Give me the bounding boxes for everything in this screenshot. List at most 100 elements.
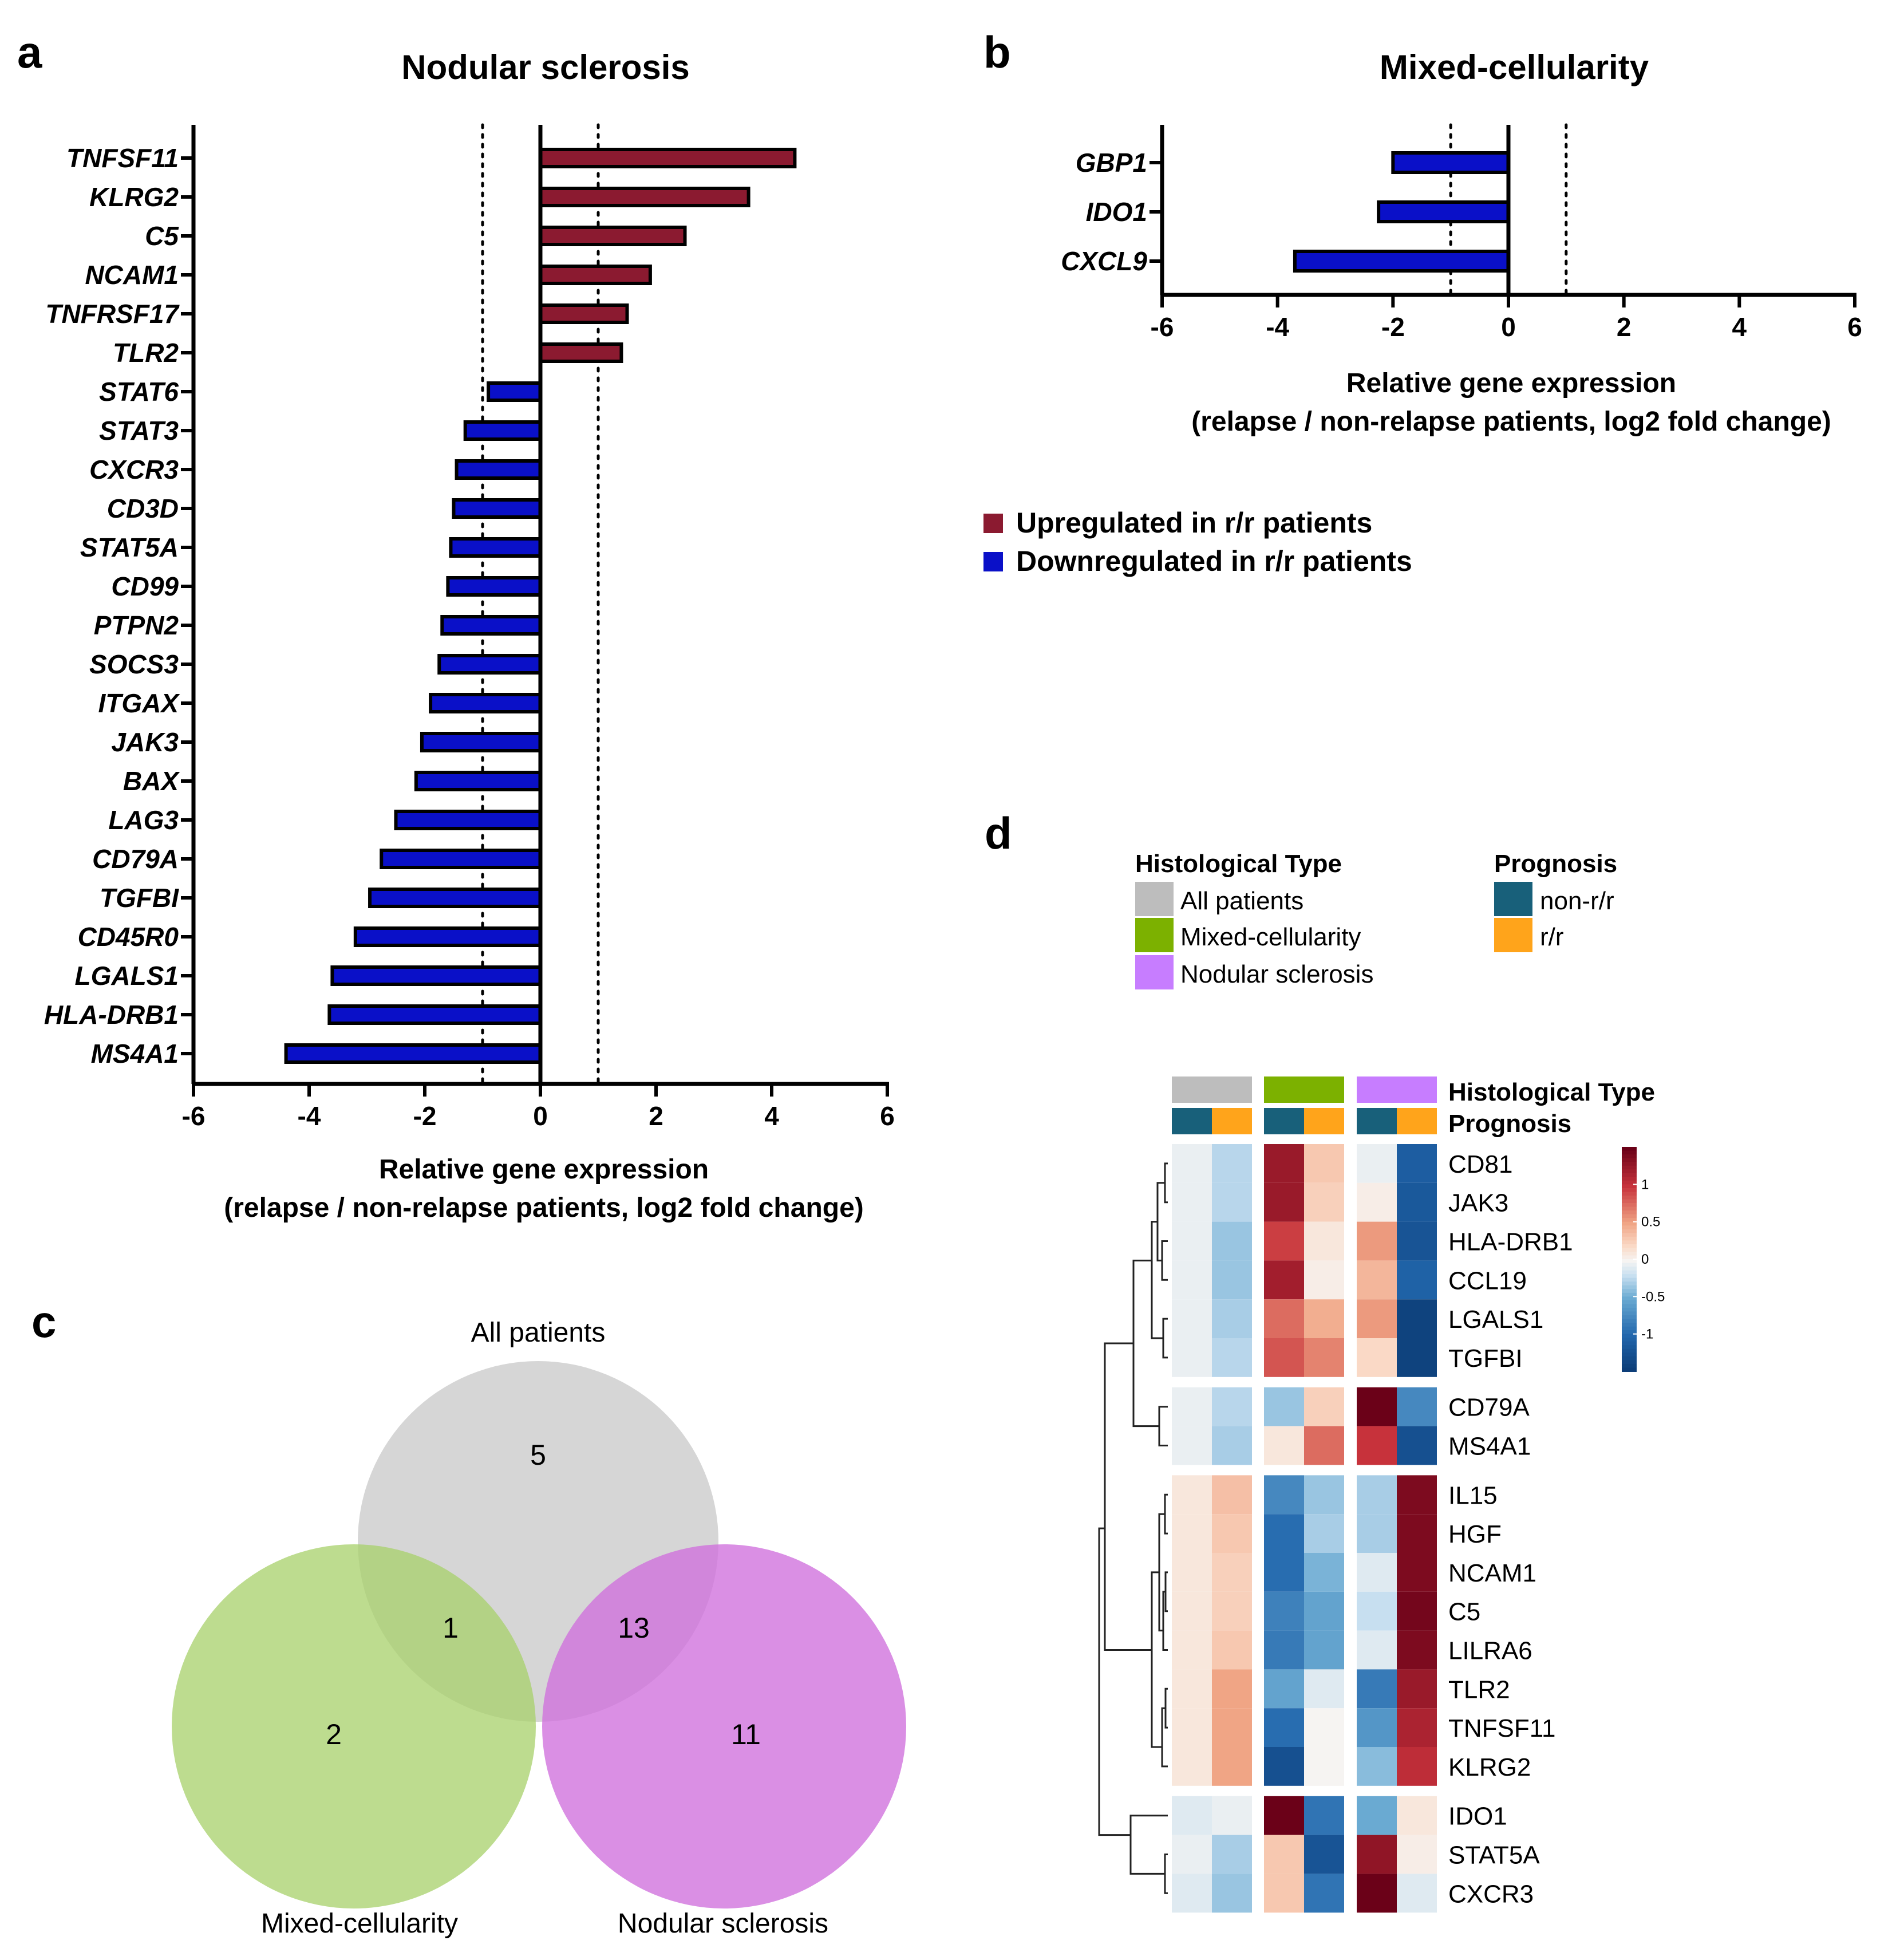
chart-a-bar-HLA-DRB1 <box>327 1004 542 1025</box>
heatmap-cell-IL15 <box>1304 1475 1344 1515</box>
heatmap-cell-CD81 <box>1357 1144 1397 1183</box>
chart-a-category-label: SOCS3 <box>89 649 179 679</box>
chart-b-category-label: CXCL9 <box>1061 246 1147 276</box>
chart-b-x-tick-label: -6 <box>1151 312 1174 342</box>
color-scale-segment <box>1622 1319 1637 1324</box>
chart-a-bar-BAX <box>414 771 542 791</box>
color-scale-segment <box>1622 1315 1637 1320</box>
color-scale-segment <box>1622 1267 1637 1271</box>
heatmap-cell-TLR2 <box>1172 1669 1212 1709</box>
heatmap-cell-JAK3 <box>1304 1182 1344 1222</box>
color-scale-segment <box>1622 1311 1637 1316</box>
legend-item-non-rr: non-r/r <box>1540 887 1614 915</box>
color-scale-tick-label: 0.5 <box>1641 1214 1660 1230</box>
dendrogram-branch <box>1129 1815 1168 1875</box>
chart-a-x-tick-label: -4 <box>298 1101 321 1131</box>
heatmap-cell-TGFBI <box>1304 1338 1344 1377</box>
panel-label-d: d <box>985 808 1012 858</box>
heatmap-cell-CXCR3 <box>1304 1874 1344 1913</box>
chart-a-category-label: TGFBI <box>100 883 179 913</box>
venn-count-all-only: 5 <box>530 1439 546 1471</box>
color-scale-segment <box>1622 1300 1637 1305</box>
chart-a-bar-TNFSF11 <box>539 148 797 168</box>
chart-a-category-label: CD3D <box>107 494 179 523</box>
legend-up-swatch <box>983 514 1003 533</box>
venn-count-all-and-mixed: 1 <box>443 1612 459 1644</box>
legend-down-swatch <box>983 552 1003 571</box>
heatmap-row-label: STAT5A <box>1448 1841 1540 1870</box>
color-scale-segment <box>1622 1363 1637 1369</box>
heatmap-cell-JAK3 <box>1397 1182 1437 1222</box>
color-scale-segment <box>1622 1326 1637 1331</box>
heatmap-cell-STAT5A <box>1357 1835 1397 1874</box>
chart-a-category-label: BAX <box>123 766 180 796</box>
color-scale-segment <box>1622 1356 1637 1361</box>
annotation-hist-Nodular sclerosis <box>1357 1076 1437 1103</box>
color-scale-segment <box>1622 1188 1637 1193</box>
heatmap-cell-MS4A1 <box>1397 1426 1437 1465</box>
heatmap-cell-CCL19 <box>1212 1260 1252 1300</box>
dendrogram-branch <box>1164 1854 1168 1894</box>
heatmap-cell-IDO1 <box>1264 1796 1304 1835</box>
heatmap-cell-LGALS1 <box>1357 1299 1397 1338</box>
color-scale-tick-label: 1 <box>1641 1177 1649 1192</box>
legend-swatch-mixed-cellularity <box>1135 918 1174 952</box>
panel-label-c: c <box>31 1296 56 1347</box>
chart-a-title: Nodular sclerosis <box>401 48 690 86</box>
heatmap-row-label: TGFBI <box>1448 1344 1523 1373</box>
heatmap-cell-HGF <box>1212 1514 1252 1553</box>
chart-b-x-tick-label: -2 <box>1381 312 1405 342</box>
dendrogram-branch <box>1162 1318 1168 1359</box>
annotation-prognosis-cell <box>1172 1108 1212 1134</box>
heatmap-row-label: C5 <box>1448 1598 1480 1626</box>
heatmap-cell-CCL19 <box>1264 1260 1304 1300</box>
chart-b-bar-IDO1 <box>1377 200 1510 223</box>
heatmap-cell-IL15 <box>1212 1475 1252 1515</box>
chart-a-bar-PTPN2 <box>440 615 542 636</box>
heatmap-cell-LILRA6 <box>1172 1630 1212 1670</box>
chart-a-category-label: STAT3 <box>99 416 179 445</box>
heatmap-cell-TLR2 <box>1304 1669 1344 1709</box>
heatmap-cell-TGFBI <box>1264 1338 1304 1377</box>
heatmap-cell-LGALS1 <box>1397 1299 1437 1338</box>
venn-count-nodular-only: 11 <box>731 1718 761 1750</box>
heatmap-cell-HGF <box>1264 1514 1304 1553</box>
color-scale-segment <box>1622 1334 1637 1339</box>
chart-b-xlabel-1: Relative gene expression <box>1346 368 1676 399</box>
chart-a-x-tick-label: 2 <box>649 1101 663 1131</box>
color-scale-segment <box>1622 1203 1637 1208</box>
heatmap-cell-LGALS1 <box>1172 1299 1212 1338</box>
color-scale-segment <box>1622 1177 1637 1181</box>
heatmap-cell-CD79A <box>1172 1387 1212 1426</box>
chart-a-bar-CD99 <box>446 576 543 597</box>
bar-legend: Upregulated in r/r patients Downregulate… <box>983 507 1412 577</box>
heatmap-row-label: CXCR3 <box>1448 1880 1534 1908</box>
chart-a-bar-TLR2 <box>539 342 623 363</box>
color-scale-segment <box>1622 1180 1637 1185</box>
color-scale-segment <box>1622 1218 1637 1223</box>
heatmap-cell-MS4A1 <box>1172 1426 1212 1465</box>
heatmap-cell-LILRA6 <box>1304 1630 1344 1670</box>
heatmap-cell-NCAM1 <box>1172 1553 1212 1592</box>
heatmap-cell-CCL19 <box>1172 1260 1212 1300</box>
panel-c-venn: All patients Mixed-cellularity Nodular s… <box>172 1318 906 1939</box>
heatmap-cell-IDO1 <box>1172 1796 1212 1835</box>
heatmap-cell-TNFSF11 <box>1264 1708 1304 1747</box>
heatmap-cell-LILRA6 <box>1357 1630 1397 1670</box>
heatmap-cell-JAK3 <box>1172 1182 1212 1222</box>
chart-a-category-label: STAT5A <box>80 533 179 562</box>
chart-a-x-tick-label: 6 <box>880 1101 895 1131</box>
chart-a-category-label: LGALS1 <box>75 961 179 991</box>
heatmap-cell-KLRG2 <box>1264 1747 1304 1786</box>
heatmap-cell-C5 <box>1212 1591 1252 1631</box>
heatmap-cell-MS4A1 <box>1304 1426 1344 1465</box>
chart-b-x-tick-label: 6 <box>1847 312 1862 342</box>
chart-b-category-label: IDO1 <box>1086 197 1147 227</box>
chart-a-category-label: CD99 <box>111 571 179 601</box>
chart-a-category-label: HLA-DRB1 <box>44 1000 179 1030</box>
color-scale-segment <box>1622 1154 1637 1159</box>
heatmap-cell-STAT5A <box>1304 1835 1344 1874</box>
dendrogram-branch <box>1151 1221 1163 1339</box>
annotation-prognosis-cell <box>1264 1108 1304 1134</box>
heatmap-cell-CXCR3 <box>1357 1874 1397 1913</box>
